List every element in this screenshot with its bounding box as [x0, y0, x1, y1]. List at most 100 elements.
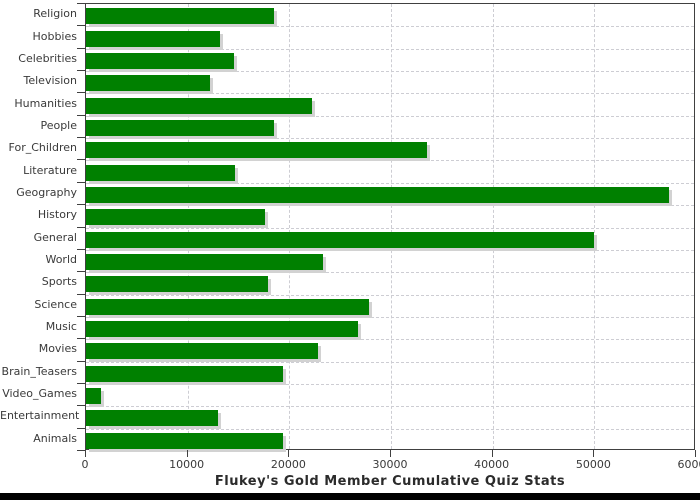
- y-axis-tick: [77, 92, 85, 94]
- horizontal-gridline: [86, 71, 694, 73]
- horizontal-gridline: [86, 160, 694, 162]
- vertical-gridline-10000: [187, 4, 189, 449]
- bar-world: [86, 254, 323, 271]
- horizontal-gridline: [86, 182, 694, 184]
- category-label-general: General: [33, 230, 77, 244]
- y-axis-tick: [77, 70, 85, 72]
- category-label-literature: Literature: [23, 163, 77, 177]
- bar-video-games: [86, 388, 102, 405]
- x-axis-tick-50000: [593, 450, 595, 457]
- y-axis-tick: [77, 450, 85, 451]
- horizontal-gridline: [86, 294, 694, 296]
- horizontal-gridline: [86, 339, 694, 341]
- chart-title: Flukey's Gold Member Cumulative Quiz Sta…: [214, 474, 566, 489]
- y-axis-tick: [77, 315, 85, 317]
- y-axis-tick: [77, 114, 85, 116]
- bar-movies: [86, 343, 318, 360]
- x-axis-tick-30000: [390, 450, 391, 457]
- vertical-gridline-40000: [492, 4, 494, 449]
- x-axis-label-60000: 60000: [677, 458, 700, 471]
- bar-hobbies: [86, 30, 221, 47]
- horizontal-gridline: [86, 115, 694, 117]
- x-axis-tick-60000: [695, 450, 696, 457]
- category-label-animals: Animals: [33, 431, 77, 445]
- y-axis-tick: [77, 248, 85, 250]
- y-axis-tick: [77, 293, 85, 295]
- vertical-gridline-20000: [289, 4, 291, 449]
- horizontal-gridline: [86, 428, 694, 430]
- category-label-humanities: Humanities: [14, 96, 77, 110]
- category-label-movies: Movies: [38, 342, 77, 356]
- category-label-music: Music: [45, 320, 77, 334]
- bar-entertainment: [86, 410, 219, 427]
- horizontal-gridline: [86, 48, 694, 50]
- category-label-science: Science: [34, 297, 77, 311]
- y-axis-tick: [77, 3, 85, 4]
- y-axis-tick: [77, 271, 85, 273]
- bar-literature: [86, 164, 236, 181]
- x-axis-tick-40000: [491, 450, 493, 457]
- y-axis-tick: [77, 382, 85, 384]
- bar-geography: [86, 186, 669, 203]
- category-label-entertainment: Entertainment: [0, 409, 80, 423]
- category-label-hobbies: Hobbies: [32, 29, 77, 43]
- category-label-religion: Religion: [33, 7, 77, 21]
- y-axis-tick: [77, 181, 85, 183]
- x-axis-tick-10000: [186, 450, 188, 457]
- y-axis-tick: [77, 47, 85, 49]
- category-label-television: Television: [23, 74, 78, 88]
- horizontal-gridline: [86, 316, 694, 318]
- bar-celebrities: [86, 52, 235, 69]
- x-axis-label-20000: 20000: [270, 458, 306, 471]
- bar-sports: [86, 276, 268, 293]
- horizontal-gridline: [86, 227, 694, 229]
- horizontal-gridline: [86, 361, 694, 363]
- bar-television: [86, 75, 211, 92]
- bottom-edge-strip: [0, 493, 700, 500]
- bar-people: [86, 119, 275, 136]
- bar-animals: [86, 432, 284, 449]
- x-axis-label-50000: 50000: [575, 458, 611, 471]
- x-axis-label-40000: 40000: [474, 458, 510, 471]
- bar-brain-teasers: [86, 365, 284, 382]
- category-label-history: History: [37, 208, 77, 222]
- category-label-geography: Geography: [16, 185, 77, 199]
- horizontal-gridline: [86, 138, 694, 140]
- vertical-gridline-50000: [594, 4, 596, 449]
- category-label-sports: Sports: [41, 275, 77, 289]
- horizontal-gridline: [86, 249, 694, 251]
- category-label-video-games: Video_Games: [2, 387, 77, 401]
- y-axis-tick: [77, 360, 85, 362]
- horizontal-gridline: [86, 26, 694, 28]
- horizontal-gridline: [86, 383, 694, 385]
- y-axis-tick: [77, 427, 85, 429]
- bar-music: [86, 321, 359, 338]
- x-axis-label-0: 0: [81, 458, 89, 471]
- category-label-brain-teasers: Brain_Teasers: [1, 364, 77, 378]
- x-axis-tick-0: [85, 450, 86, 457]
- x-axis-label-30000: 30000: [372, 458, 408, 471]
- category-label-world: World: [45, 253, 77, 267]
- x-axis-tick-20000: [288, 450, 290, 457]
- category-label-for-children: For_Children: [8, 141, 77, 155]
- y-axis-tick: [77, 226, 85, 228]
- horizontal-gridline: [86, 272, 694, 274]
- y-axis-tick: [77, 405, 85, 407]
- horizontal-gridline: [86, 406, 694, 408]
- x-axis-label-10000: 10000: [169, 458, 205, 471]
- vertical-gridline-30000: [391, 4, 392, 449]
- horizontal-gridline: [86, 93, 694, 95]
- bar-religion: [86, 8, 275, 25]
- y-axis-tick: [77, 137, 85, 139]
- bar-humanities: [86, 97, 312, 114]
- y-axis-tick: [77, 204, 85, 206]
- y-axis-tick: [77, 159, 85, 161]
- y-axis-tick: [77, 338, 85, 340]
- bar-general: [86, 231, 595, 248]
- category-label-celebrities: Celebrities: [18, 51, 77, 65]
- category-label-people: People: [40, 118, 77, 132]
- bar-history: [86, 209, 265, 226]
- plot-area: [85, 3, 695, 450]
- bar-science: [86, 298, 369, 315]
